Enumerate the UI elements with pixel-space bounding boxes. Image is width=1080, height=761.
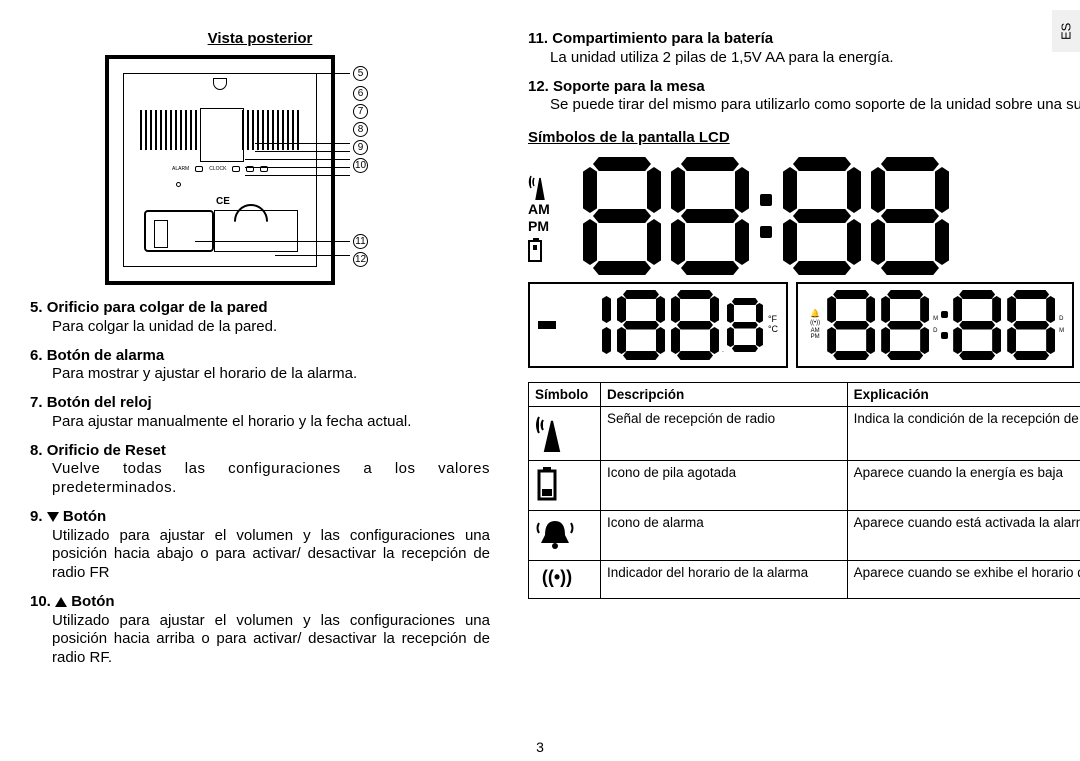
item-5: 5. Orificio para colgar de la pared Para… (30, 299, 490, 337)
item-7: 7. Botón del reloj Para ajustar manualme… (30, 394, 490, 432)
table-row: Señal de recepción de radio Indica la co… (529, 407, 1080, 461)
language-tab: ES (1052, 10, 1080, 52)
back-view-title: Vista posterior (30, 30, 490, 47)
item-9: 9. Botón Utilizado para ajustar el volum… (30, 508, 490, 583)
alarm-time-icon: ((•)) (535, 565, 579, 594)
alarm-bell-icon (535, 515, 575, 556)
svg-text:((•)): ((•)) (542, 567, 572, 587)
item-6: 6. Botón de alarma Para mostrar y ajusta… (30, 347, 490, 385)
table-row: ((•)) Indicador del horario de la alarma… (529, 561, 1080, 599)
back-view-diagram: ALARM CLOCK CE 5 (105, 55, 415, 285)
table-row: Icono de pila agotada Aparece cuando la … (529, 461, 1080, 511)
low-battery-icon (535, 465, 559, 506)
left-column: Vista posterior ALARM CLOCK CE (30, 30, 490, 751)
lcd-display-graphic: AM PM . °F°C (528, 156, 1080, 368)
page-number: 3 (0, 739, 1080, 755)
th-symbol: Símbolo (529, 383, 601, 407)
down-triangle-icon (47, 512, 59, 522)
symbols-table: Símbolo Descripción Explicación Señal de… (528, 382, 1080, 599)
battery-icon (528, 240, 542, 262)
up-triangle-icon (55, 597, 67, 607)
item-12: 12. Soporte para la mesa Se puede tirar … (528, 78, 1080, 116)
th-exp: Explicación (847, 383, 1080, 407)
th-desc: Descripción (601, 383, 848, 407)
item-8: 8. Orificio de Reset Vuelve todas las co… (30, 442, 490, 498)
lcd-symbols-title: Símbolos de la pantalla LCD (528, 129, 1080, 146)
item-11: 11. Compartimiento para la batería La un… (528, 30, 1080, 68)
radio-tower-icon (535, 411, 569, 456)
item-10: 10. Botón Utilizado para ajustar el volu… (30, 593, 490, 668)
table-row: Icono de alarma Aparece cuando está acti… (529, 511, 1080, 561)
right-column: 11. Compartimiento para la batería La un… (528, 30, 1080, 751)
